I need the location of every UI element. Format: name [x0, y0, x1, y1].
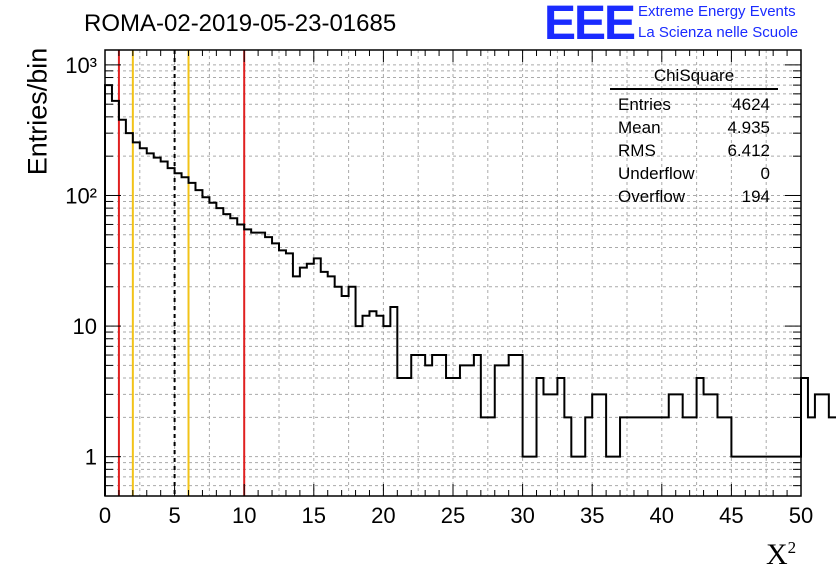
- page-title: ROMA-02-2019-05-23-01685: [84, 10, 397, 37]
- x-tick-label: 5: [168, 503, 180, 528]
- stats-row: Underflow 0: [618, 164, 770, 183]
- stats-row: RMS 6.412: [618, 141, 770, 160]
- histogram-series: [104, 84, 836, 496]
- y-tick-label: 1: [85, 445, 97, 470]
- stats-row: Overflow 194: [618, 187, 770, 206]
- stats-title: ChiSquare: [610, 66, 778, 90]
- logo-line-2: La Scienza nelle Scuole: [638, 24, 799, 41]
- eee-logo: EEE: [544, 0, 636, 50]
- logo-line-1: Extreme Energy Events: [638, 3, 796, 20]
- y-tick-label: 10²: [65, 183, 97, 208]
- x-tick-label: 20: [371, 503, 395, 528]
- y-tick-label: 10: [73, 314, 97, 339]
- x-tick-label: 0: [99, 503, 111, 528]
- x-axis-label: X2: [766, 538, 797, 571]
- x-tick-label: 25: [441, 503, 465, 528]
- x-tick-label: 35: [580, 503, 604, 528]
- x-tick-label: 30: [510, 503, 534, 528]
- x-tick-label: 15: [302, 503, 326, 528]
- x-tick-label: 45: [719, 503, 743, 528]
- stats-row: Entries 4624: [618, 95, 770, 114]
- stats-box: ChiSquare Entries 4624 Mean 4.935 RMS 6.412…: [610, 66, 778, 208]
- y-tick-label: 10³: [65, 53, 97, 78]
- stats-row: Mean 4.935: [618, 118, 770, 137]
- x-tick-label: 50: [789, 503, 813, 528]
- x-tick-label: 10: [232, 503, 256, 528]
- x-tick-label: 40: [650, 503, 674, 528]
- y-axis-label: Entries/bin: [22, 47, 53, 176]
